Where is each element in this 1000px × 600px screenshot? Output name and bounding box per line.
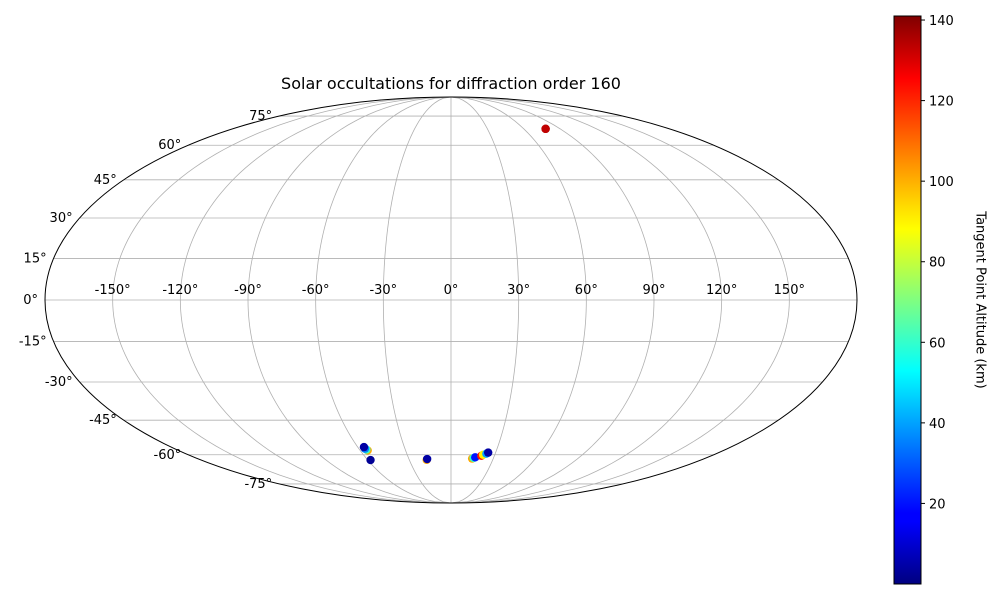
occultation-point: [366, 455, 375, 465]
latitude-tick-label: 75°: [249, 109, 272, 124]
latitude-tick-label: 45°: [94, 173, 117, 188]
latitude-tick-label: 0°: [23, 293, 38, 308]
colorbar-ticks: 20 40 60 80 100 120 140: [921, 14, 954, 512]
map-boundary: [44, 96, 858, 504]
colorbar-tick-label: 140: [929, 14, 954, 29]
colorbar-tick-label: 60: [929, 336, 946, 351]
chart-title: Solar occultations for diffraction order…: [281, 74, 621, 93]
longitude-tick-label: -60°: [302, 283, 330, 298]
latitude-tick-label: 15°: [24, 251, 47, 266]
latitude-tick-label: -30°: [45, 375, 73, 390]
longitude-tick-label: -120°: [162, 283, 198, 298]
longitude-tick-label: 0°: [444, 283, 459, 298]
graticule: [45, 97, 857, 503]
occultation-point: [541, 124, 550, 134]
colorbar-tick-label: 120: [929, 95, 954, 110]
longitude-tick-label: -150°: [95, 283, 131, 298]
latitude-tick-label: -60°: [154, 448, 182, 463]
occultation-points: [359, 124, 550, 465]
longitude-tick-label: 30°: [507, 283, 530, 298]
colorbar-tick-label: 20: [929, 497, 946, 512]
colorbar-tick-label: 40: [929, 417, 946, 432]
colorbar-tick-label: 80: [929, 256, 946, 271]
occultation-point: [483, 448, 493, 457]
latitude-tick-label: 30°: [50, 211, 73, 226]
map-plot-area: [44, 96, 858, 504]
latitude-tick-label: -45°: [89, 413, 117, 428]
colorbar-label: Tangent Point Altitude (km): [972, 211, 988, 389]
occultation-point: [422, 454, 432, 464]
latitude-tick-label: 60°: [158, 138, 181, 153]
longitude-tick-label: -90°: [234, 283, 262, 298]
longitude-tick-label: 150°: [774, 283, 805, 298]
colorbar-tick-label: 100: [929, 175, 954, 190]
colorbar: [893, 15, 922, 585]
latitude-tick-label: -75°: [244, 477, 272, 492]
latitude-tick-label: -15°: [19, 335, 47, 350]
longitude-tick-label: 90°: [642, 283, 665, 298]
longitude-tick-label: 60°: [575, 283, 598, 298]
longitude-tick-label: -30°: [369, 283, 397, 298]
longitude-tick-label: 120°: [706, 283, 737, 298]
map-tick-labels: -150° -120° -90° -60° -30° 0° 30° 60° 90° 120° 150…: [19, 109, 805, 492]
occultation-point: [359, 442, 369, 452]
